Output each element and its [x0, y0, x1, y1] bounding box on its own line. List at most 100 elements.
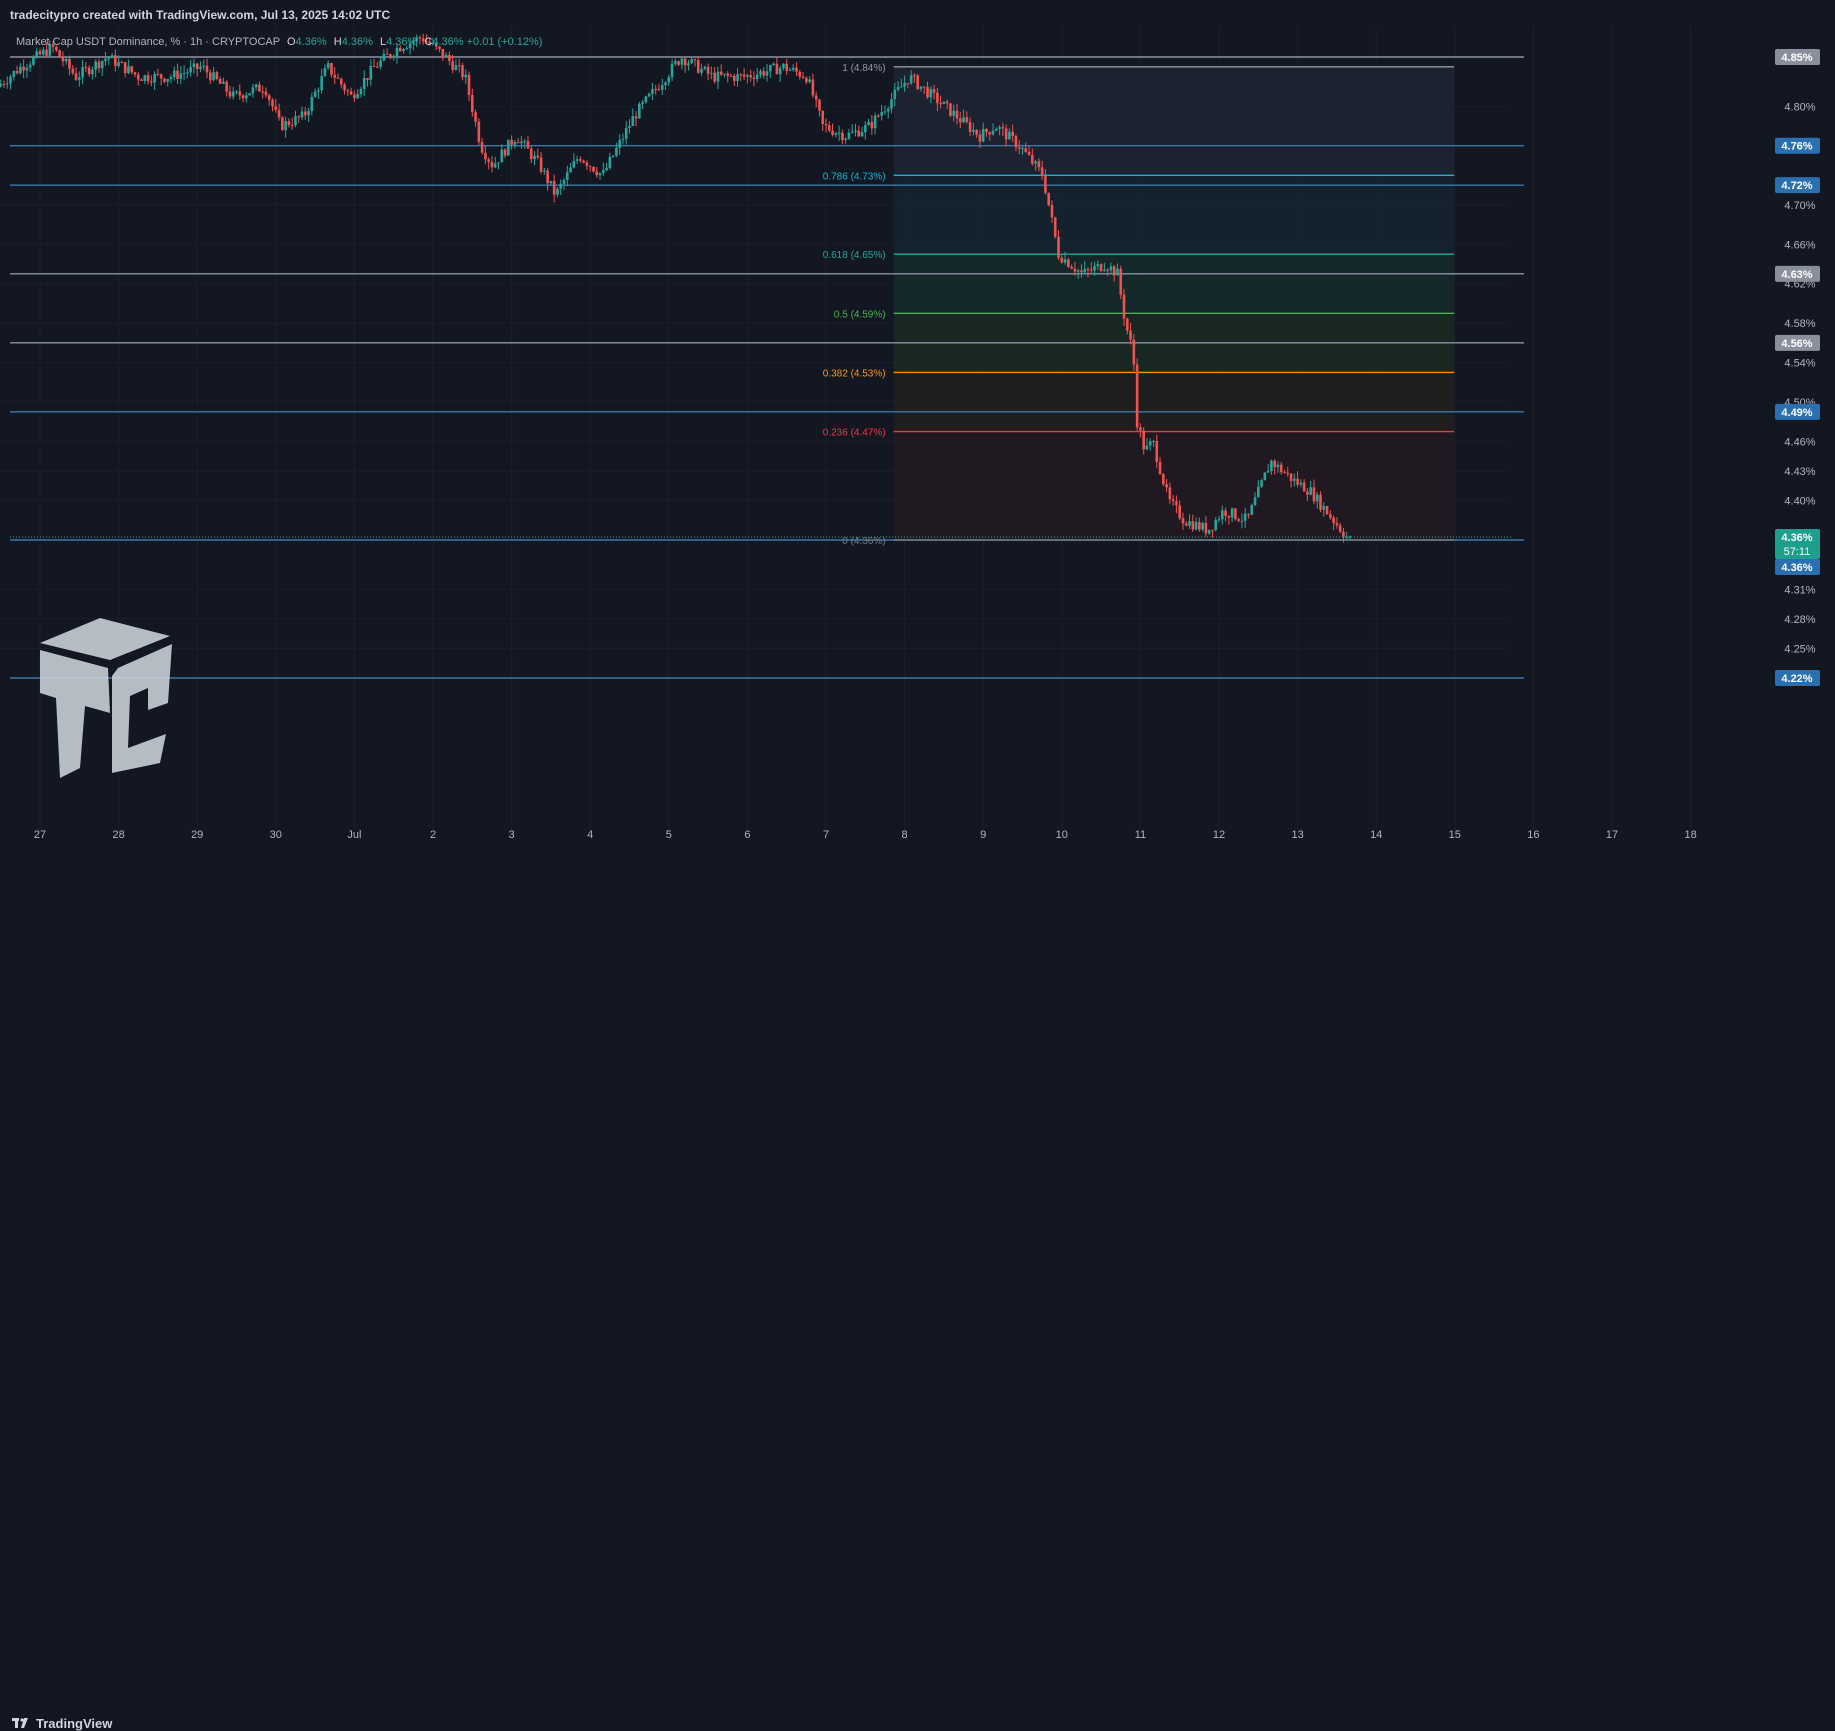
candle-body: [700, 68, 703, 73]
low-value: 4.36%: [386, 36, 418, 48]
candle-body: [932, 89, 936, 93]
candle-body: [330, 63, 333, 75]
candle-body: [1037, 161, 1041, 168]
candle-body: [156, 73, 160, 75]
candle-body: [294, 116, 297, 126]
candle-body: [680, 58, 684, 65]
candle-body: [297, 116, 301, 118]
x-tick-label: 2: [430, 829, 436, 841]
candle-body: [1096, 264, 1100, 267]
x-tick-label: 27: [34, 829, 46, 841]
candle-body: [1273, 460, 1276, 468]
candle-body: [1217, 519, 1221, 521]
fib-zone-0.382: [893, 372, 1455, 432]
candle-body: [906, 82, 910, 84]
candle-body: [585, 162, 589, 167]
tradecity-logo-watermark: [40, 618, 172, 778]
price-chart[interactable]: 1 (4.84%) 0.786 (4.73%) 0.618 (4.65%) 0.5 (…: [0, 26, 1835, 855]
candle-body: [1286, 472, 1290, 474]
candle-body: [32, 57, 35, 65]
candle-body: [1040, 167, 1044, 177]
x-tick-label: 14: [1370, 829, 1382, 841]
candle-body: [238, 91, 242, 96]
candle-body: [97, 61, 101, 69]
candle-body: [972, 129, 975, 132]
candle-body: [205, 65, 209, 73]
candle-body: [353, 94, 356, 99]
candle-body: [1201, 523, 1204, 530]
candle-body: [562, 180, 566, 184]
candle-body: [726, 73, 730, 76]
candle-body: [641, 102, 644, 104]
candle-body: [1263, 472, 1267, 481]
level-price-tag: [1775, 137, 1820, 154]
candle-body: [873, 115, 877, 129]
candle-body: [444, 54, 448, 58]
candle-body: [805, 77, 808, 83]
candle-body: [1319, 494, 1322, 510]
candle-body: [942, 101, 946, 104]
candle-body: [451, 60, 454, 70]
y-tick-label: 4.40%: [1784, 496, 1815, 508]
candle-body: [929, 89, 933, 98]
candle-body: [274, 106, 278, 110]
close-value: 4.36%: [432, 36, 464, 48]
candle-body: [949, 103, 952, 116]
candle-body: [782, 63, 785, 69]
candle-body: [991, 130, 995, 135]
y-tick-label: 4.54%: [1784, 358, 1815, 370]
candle-body: [55, 46, 58, 51]
candle-body: [962, 117, 965, 123]
candle-body: [212, 72, 215, 81]
candle-body: [480, 141, 484, 153]
candle-body: [225, 81, 228, 92]
candle-body: [520, 141, 523, 144]
level-price-tag: [1775, 670, 1820, 686]
candle-body: [1132, 339, 1136, 365]
candle-body: [290, 125, 294, 127]
candle-body: [1293, 478, 1296, 481]
candle-body: [209, 72, 212, 81]
candle-body: [1109, 266, 1113, 271]
candle-body: [801, 76, 805, 78]
candle-body: [366, 77, 369, 80]
candle-body: [624, 127, 628, 139]
candle-body: [677, 61, 680, 65]
x-tick-label: 13: [1291, 829, 1303, 841]
candle-body: [179, 73, 183, 79]
candle-body: [1148, 441, 1152, 446]
candle-body: [471, 94, 474, 113]
x-tick-label: Jul: [347, 829, 361, 841]
candle-body: [687, 63, 690, 66]
candle-body: [592, 166, 595, 172]
candle-body: [1152, 441, 1155, 443]
x-tick-label: 7: [823, 829, 829, 841]
candle-body: [1289, 473, 1293, 481]
level-price-tag-label: 4.85%: [1781, 52, 1812, 64]
candle-body: [182, 72, 186, 74]
candle-body: [45, 49, 48, 56]
candle-body: [1112, 266, 1116, 276]
candle-body: [58, 50, 61, 57]
candle-body: [114, 55, 117, 67]
candle-body: [140, 79, 143, 82]
low-label: L: [380, 36, 387, 48]
high-value: 4.36%: [341, 36, 373, 48]
candle-body: [1086, 268, 1090, 270]
candle-body: [791, 67, 795, 70]
y-tick-label: 4.58%: [1784, 318, 1815, 330]
candle-body: [572, 160, 576, 168]
candle-body: [886, 108, 890, 112]
candle-body: [608, 156, 612, 168]
candle-body: [903, 82, 906, 87]
candle-body: [1198, 522, 1201, 530]
tradingview-brand[interactable]: TradingView: [12, 1716, 112, 1731]
candle-body: [939, 103, 942, 105]
candle-body: [1076, 270, 1080, 272]
fib-level-label-0: 0 (4.36%): [842, 536, 885, 547]
candle-body: [952, 110, 956, 116]
close-label: C: [424, 36, 433, 48]
x-tick-label: 29: [191, 829, 203, 841]
candle-body: [638, 103, 641, 119]
candle-body: [94, 61, 97, 70]
